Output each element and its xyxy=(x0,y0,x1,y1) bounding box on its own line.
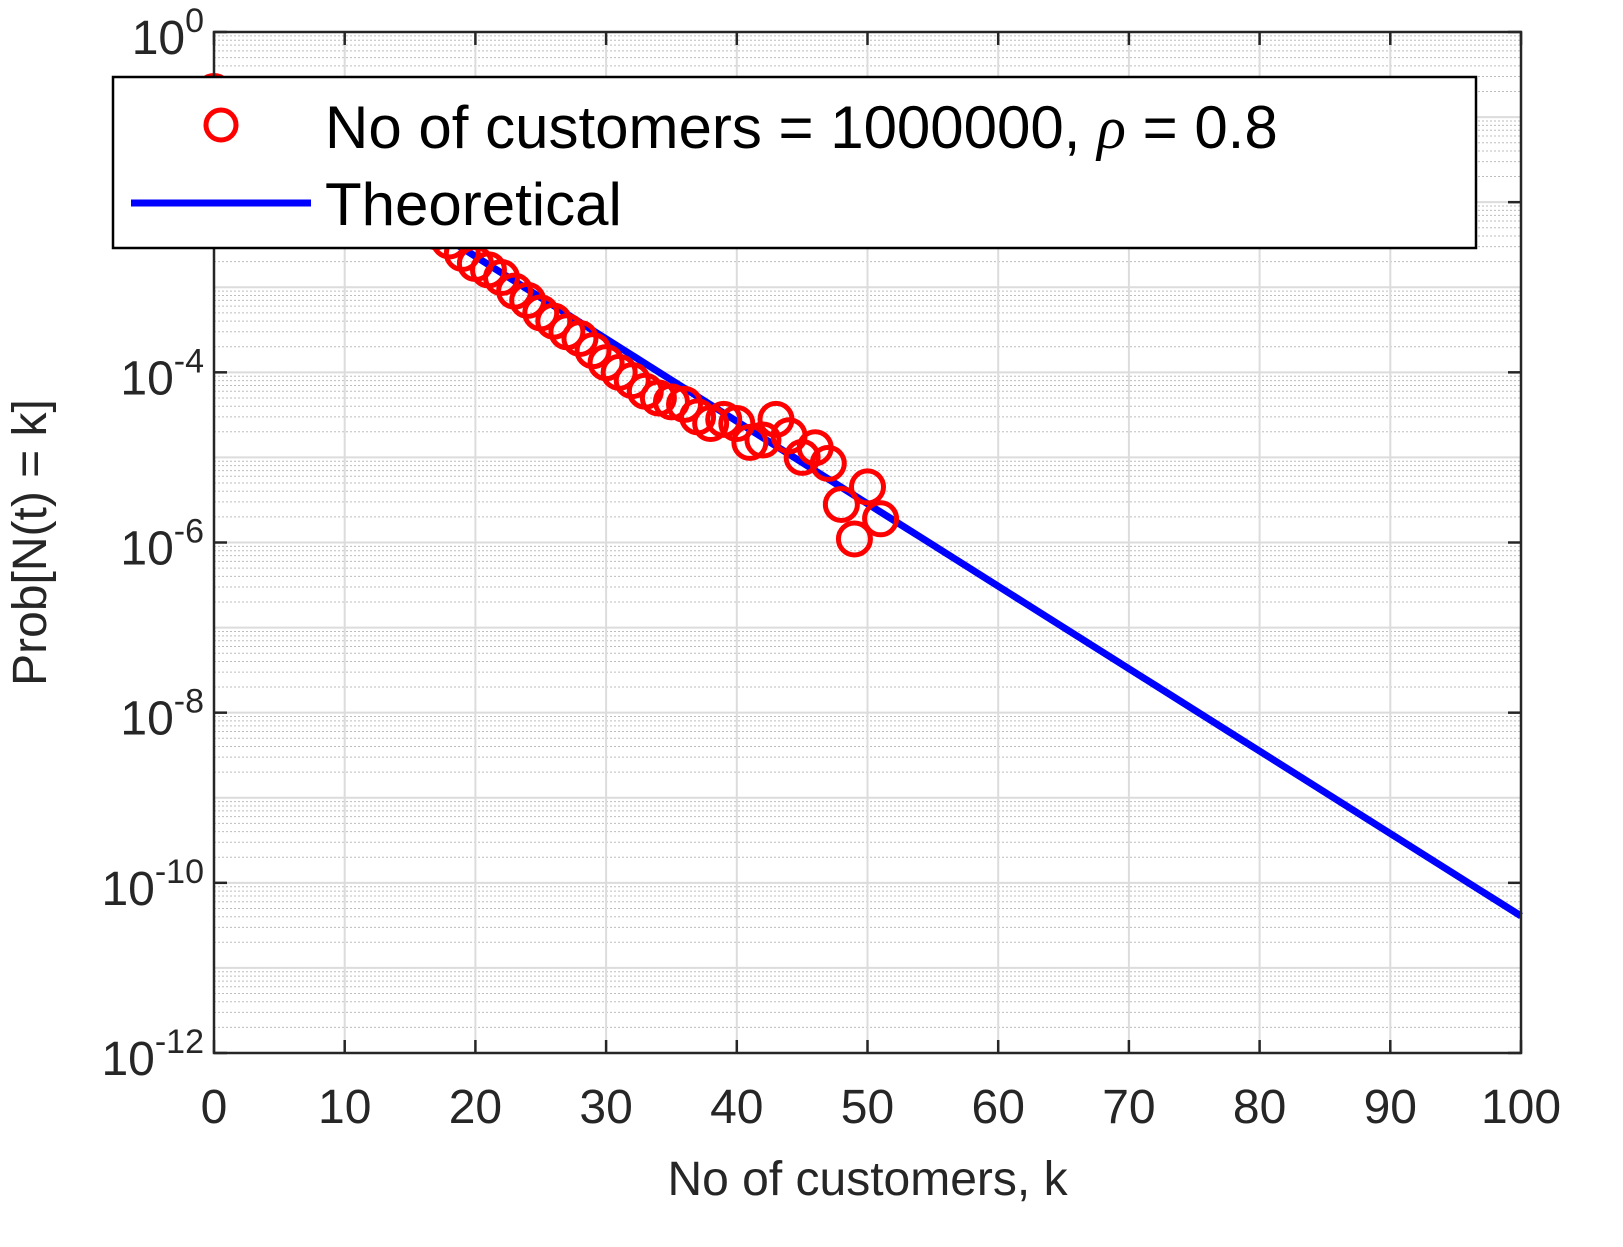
legend-entry-simulated-prefix: No of customers = 1000000, xyxy=(325,94,1097,161)
x-axis-label: No of customers, k xyxy=(667,1153,1068,1206)
y-tick-label: 10-4 xyxy=(120,342,204,405)
y-tick-label-base: 10 xyxy=(120,693,173,746)
x-tick-label: 0 xyxy=(201,1081,228,1134)
legend-box xyxy=(111,75,1478,250)
x-tick-label: 70 xyxy=(1102,1081,1155,1134)
y-tick-label-base: 10 xyxy=(101,1033,154,1086)
x-tick-label: 80 xyxy=(1233,1081,1286,1134)
legend-entry-simulated: No of customers = 1000000, ρ = 0.8 xyxy=(325,94,1278,161)
legend-marker-circle xyxy=(203,107,239,143)
x-tick-label: 10 xyxy=(318,1081,371,1134)
y-tick-label: 10-10 xyxy=(101,853,204,916)
data-point xyxy=(862,500,900,538)
y-tick-label-base: 10 xyxy=(132,12,185,65)
data-point xyxy=(849,468,886,506)
legend: No of customers = 1000000, ρ = 0.8 Theor… xyxy=(111,75,1478,250)
x-tick-label: 30 xyxy=(579,1081,632,1134)
y-tick-label-base: 10 xyxy=(101,863,154,916)
legend-rho-symbol: ρ xyxy=(1095,95,1126,161)
y-tick-label-exponent: -6 xyxy=(174,513,204,551)
x-tick-labels: 0 10 20 30 40 50 60 70 80 90 100 xyxy=(201,1081,1561,1134)
data-point xyxy=(731,423,769,461)
y-tick-label-exponent: -10 xyxy=(155,853,204,891)
y-tick-label: 10-12 xyxy=(101,1023,204,1086)
y-tick-label-base: 10 xyxy=(120,523,173,576)
legend-entry-theoretical: Theoretical xyxy=(325,171,622,238)
x-tick-label: 40 xyxy=(710,1081,763,1134)
data-point xyxy=(822,485,860,523)
x-tick-label: 90 xyxy=(1364,1081,1417,1134)
y-tick-label-base: 10 xyxy=(120,352,173,405)
y-tick-label-exponent: -4 xyxy=(174,342,204,380)
tick-marks xyxy=(212,30,1523,1055)
y-tick-label: 100 xyxy=(132,2,204,65)
y-tick-label: 10-6 xyxy=(120,513,204,576)
x-tick-label: 100 xyxy=(1481,1081,1561,1134)
data-point xyxy=(835,520,873,558)
y-tick-label-exponent: 0 xyxy=(185,2,204,40)
x-tick-label: 60 xyxy=(972,1081,1025,1134)
y-tick-label-exponent: -8 xyxy=(174,683,204,721)
y-tick-label: 10-8 xyxy=(120,683,204,746)
x-tick-label: 50 xyxy=(841,1081,894,1134)
y-axis-label: Prob[N(t) = k] xyxy=(4,399,57,686)
y-tick-label-exponent: -12 xyxy=(155,1023,204,1061)
legend-entry-simulated-suffix: = 0.8 xyxy=(1126,94,1278,161)
x-tick-label: 20 xyxy=(449,1081,502,1134)
data-point xyxy=(718,405,756,443)
data-point xyxy=(809,444,847,482)
major-grid xyxy=(214,32,1521,1053)
